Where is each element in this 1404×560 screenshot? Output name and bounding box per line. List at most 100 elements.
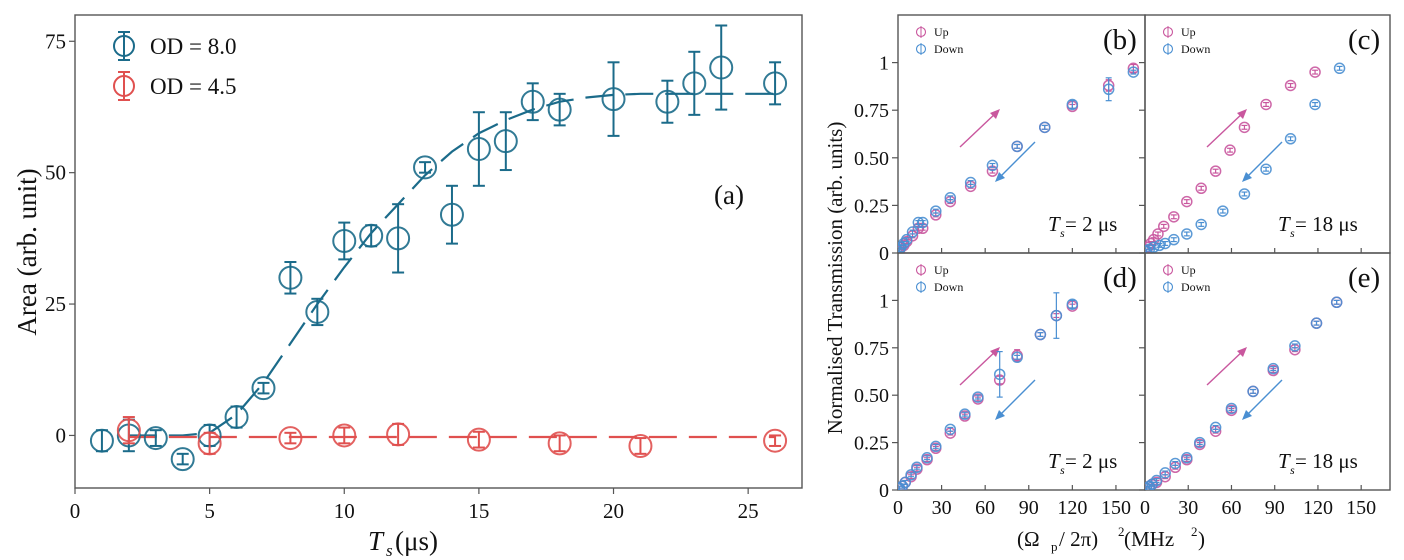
marker bbox=[1066, 298, 1079, 310]
marker bbox=[305, 299, 330, 324]
marker bbox=[986, 159, 999, 172]
marker bbox=[628, 433, 653, 458]
marker bbox=[386, 226, 411, 251]
marker bbox=[332, 423, 357, 448]
data-point bbox=[1011, 140, 1023, 153]
data-point bbox=[116, 416, 141, 445]
marker bbox=[1194, 436, 1206, 449]
data-point bbox=[359, 223, 384, 248]
y-tick-label: 1 bbox=[879, 290, 889, 312]
marker bbox=[251, 376, 276, 401]
y-tick-label: 25 bbox=[45, 292, 66, 316]
data-point bbox=[197, 431, 222, 456]
y-tick-label: 75 bbox=[45, 29, 66, 53]
data-point bbox=[959, 408, 971, 420]
data-point bbox=[547, 92, 572, 127]
data-point bbox=[1209, 421, 1222, 434]
x-tick-label: 30 bbox=[1178, 497, 1198, 519]
marker bbox=[1152, 228, 1164, 240]
legend-marker bbox=[915, 264, 927, 276]
legend-label: Up bbox=[934, 25, 949, 39]
marker bbox=[930, 205, 942, 217]
right-xlabel-mid: / 2π) bbox=[1059, 527, 1098, 551]
marker bbox=[1217, 205, 1229, 217]
y-tick-label: 0 bbox=[56, 423, 67, 447]
legend-marker bbox=[1162, 264, 1174, 276]
data-point bbox=[278, 426, 303, 451]
legend-label: OD = 8.0 bbox=[150, 34, 236, 59]
marker bbox=[439, 202, 464, 227]
legend-label: Down bbox=[934, 42, 963, 56]
panel-c-data bbox=[1145, 62, 1346, 253]
y-tick-label: 0 bbox=[879, 480, 889, 502]
panel-label-a: (a) bbox=[714, 180, 744, 210]
x-tick-label: 90 bbox=[1265, 497, 1285, 519]
marker bbox=[1159, 467, 1171, 479]
data-point bbox=[1247, 385, 1259, 398]
data-point bbox=[944, 192, 957, 204]
legend-d: Up Down bbox=[915, 263, 963, 294]
x-tick-label: 0 bbox=[893, 497, 903, 519]
marker bbox=[1289, 340, 1301, 352]
marker bbox=[359, 223, 384, 248]
data-point bbox=[682, 50, 707, 116]
marker bbox=[763, 428, 788, 453]
marker bbox=[413, 155, 438, 180]
data-point bbox=[386, 422, 411, 447]
x-tick-label: 150 bbox=[1101, 497, 1131, 519]
right-xlabel: (Ω p / 2π) 2 (MHz 2 ) bbox=[1017, 524, 1205, 554]
data-point bbox=[1209, 165, 1222, 177]
arrow-down-head bbox=[1242, 410, 1252, 420]
y-tick-label: 1 bbox=[879, 53, 889, 75]
panel-label-e: (e) bbox=[1348, 262, 1380, 294]
legend-marker bbox=[1162, 281, 1174, 293]
arrow-down bbox=[1243, 141, 1283, 181]
data-point bbox=[493, 111, 518, 172]
data-point bbox=[466, 111, 491, 187]
marker bbox=[1238, 121, 1251, 134]
data-point bbox=[1195, 182, 1207, 195]
marker bbox=[466, 427, 491, 452]
x-tick-label: 120 bbox=[1057, 497, 1087, 519]
annotation-ts-sub: s bbox=[1290, 226, 1295, 240]
data-point bbox=[899, 476, 912, 489]
panel-e-data bbox=[1145, 296, 1343, 490]
marker bbox=[1209, 165, 1222, 177]
data-point bbox=[1168, 211, 1180, 223]
annotation-ts-main: T bbox=[1278, 212, 1291, 236]
arrow-up-head bbox=[990, 347, 1000, 357]
legend-marker bbox=[1162, 43, 1174, 55]
data-point bbox=[911, 461, 923, 473]
marker bbox=[899, 476, 912, 489]
data-point bbox=[1155, 60, 1165, 70]
panel-d-data bbox=[898, 292, 1079, 490]
annotation-ts-value: = 18 μs bbox=[1295, 212, 1358, 236]
x-tick-label: 0 bbox=[1140, 497, 1150, 519]
x-tick-label: 5 bbox=[204, 499, 215, 523]
panel-b: 0 0.25 0.50 0.75 1 (b) T s = 2 μs Up Down bbox=[854, 14, 1165, 265]
panel-a-ylabel: Area (arb. unit) bbox=[12, 168, 42, 335]
data-point bbox=[413, 155, 438, 180]
panel-a-xlabel-unit: (μs) bbox=[395, 526, 438, 556]
y-tick-label: 0.25 bbox=[854, 195, 889, 217]
marker bbox=[466, 137, 491, 162]
annotation-ts-value: = 18 μs bbox=[1295, 449, 1358, 473]
x-tick-label: 10 bbox=[334, 499, 355, 523]
data-point bbox=[763, 61, 788, 106]
marker bbox=[1034, 328, 1047, 341]
marker bbox=[1168, 233, 1180, 246]
marker bbox=[1310, 317, 1323, 329]
arrow-down bbox=[1243, 379, 1283, 419]
panel-a-xlabel: T s (μs) bbox=[368, 526, 438, 560]
data-point bbox=[930, 440, 942, 453]
data-point bbox=[520, 82, 545, 122]
legend-label: Down bbox=[934, 280, 963, 294]
data-point bbox=[1217, 205, 1229, 217]
legend-b: Up Down bbox=[915, 25, 963, 56]
data-point bbox=[1038, 121, 1051, 134]
marker bbox=[1225, 402, 1238, 415]
marker bbox=[1309, 98, 1321, 111]
marker bbox=[763, 71, 788, 96]
legend-c: Up Down bbox=[1162, 25, 1210, 56]
